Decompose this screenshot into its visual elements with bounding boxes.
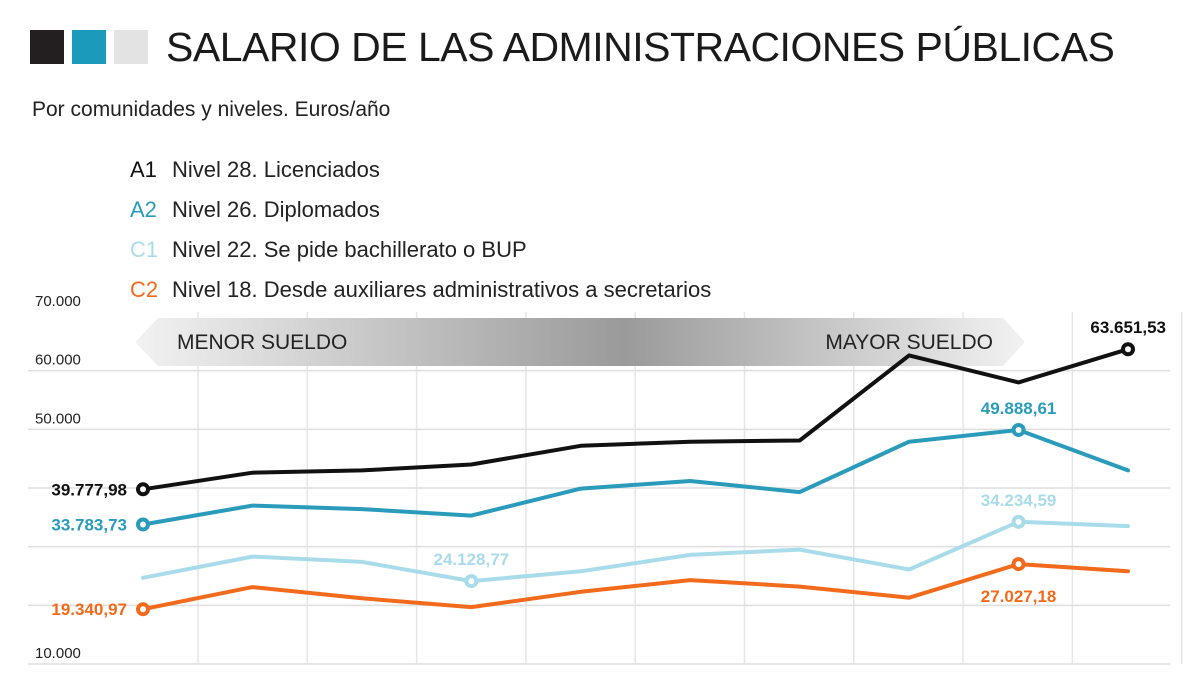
legend-item-a1: A1 Nivel 28. Licenciados	[130, 150, 711, 190]
data-label: 24.128,77	[434, 550, 510, 569]
data-point-marker-center	[140, 486, 146, 493]
legend-desc: Nivel 18. Desde auxiliares administrativ…	[172, 277, 712, 302]
data-label: 49.888,61	[981, 399, 1057, 418]
logo-square-light	[114, 30, 148, 64]
series	[136, 342, 1135, 617]
legend-code: A1	[130, 157, 157, 182]
data-label: 34.234,59	[981, 491, 1057, 510]
series-line-a2	[141, 428, 1130, 527]
legend: A1 Nivel 28. Licenciados A2 Nivel 26. Di…	[130, 150, 711, 310]
legend-code: C1	[130, 237, 159, 262]
legend-item-c2: C2 Nivel 18. Desde auxiliares administra…	[130, 270, 711, 310]
data-label: 39.777,98	[51, 480, 127, 499]
series-line-c2	[141, 562, 1130, 612]
banner-right-label: MAYOR SUELDO	[825, 331, 993, 354]
legend-code: C2	[130, 277, 159, 302]
logo-square-dark	[30, 30, 64, 64]
direction-banner: MENOR SUELDO MAYOR SUELDO	[135, 318, 1025, 366]
y-tick-label: 60.000	[35, 352, 81, 369]
banner-arrow	[135, 318, 1025, 366]
series-line-a1	[141, 347, 1130, 492]
banner-left-label: MENOR SUELDO	[177, 331, 347, 354]
data-point-marker-center	[140, 521, 146, 528]
series-line-c1	[141, 519, 1130, 584]
header: SALARIO DE LAS ADMINISTRACIONES PÚBLICAS	[30, 22, 1115, 72]
legend-desc: Nivel 22. Se pide bachillerato o BUP	[172, 237, 527, 262]
data-label: 27.027,18	[981, 587, 1057, 606]
legend-code: A2	[130, 197, 157, 222]
data-labels: 39.777,98 63.651,53 33.783,73 49.888,61 24.1…	[51, 318, 1166, 619]
data-point-marker-center	[1125, 346, 1131, 353]
chart-subtitle: Por comunidades y niveles. Euros/año	[32, 98, 391, 121]
y-tick-label: 50.000	[35, 410, 81, 427]
chart-title: SALARIO DE LAS ADMINISTRACIONES PÚBLICAS	[166, 23, 1115, 70]
legend-item-a2: A2 Nivel 26. Diplomados	[130, 190, 711, 230]
y-axis: 70.000 60.000 50.000 10.000	[35, 293, 81, 662]
legend-desc: Nivel 26. Diplomados	[172, 197, 380, 222]
logo-square-blue	[72, 30, 106, 64]
y-tick-label: 70.000	[35, 293, 81, 310]
data-point-marker-center	[468, 578, 475, 585]
y-tick-label: 10.000	[35, 645, 81, 662]
data-label: 33.783,73	[51, 515, 127, 534]
legend-item-c1: C1 Nivel 22. Se pide bachillerato o BUP	[130, 230, 711, 270]
data-label: 63.651,53	[1090, 318, 1166, 337]
data-point-marker-center	[1015, 426, 1022, 433]
legend-desc: Nivel 28. Licenciados	[172, 157, 380, 182]
data-point-marker-center	[140, 606, 146, 613]
data-point-marker-center	[1015, 518, 1022, 525]
data-label: 19.340,97	[51, 600, 127, 619]
data-point-marker-center	[1015, 561, 1022, 568]
